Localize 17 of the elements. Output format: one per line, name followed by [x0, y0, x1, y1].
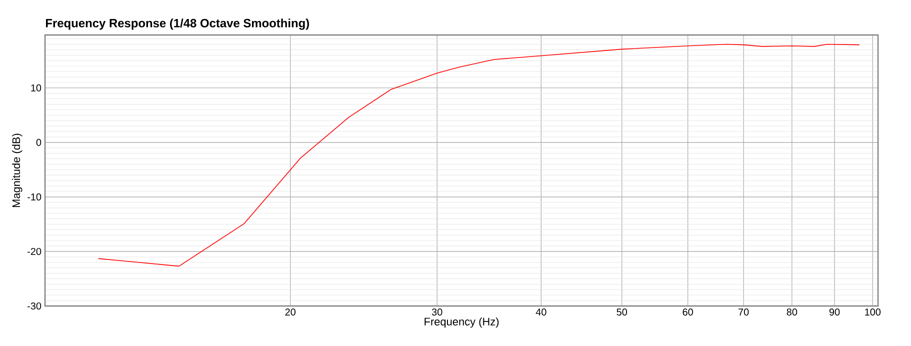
y-axis-title: Magnitude (dB) [12, 134, 22, 208]
y-tick-label: 0 [36, 138, 42, 146]
y-tick-label: -30 [28, 302, 42, 310]
x-tick-label: 40 [536, 308, 546, 316]
x-tick-label: 80 [786, 308, 798, 316]
chart-title: Frequency Response (1/48 Octave Smoothing) [46, 18, 310, 30]
y-tick-label: -20 [28, 248, 42, 255]
y-tick-label: -10 [28, 193, 42, 200]
x-axis-title: Frequency (Hz) [424, 317, 499, 328]
x-tick-label: 100 [865, 308, 881, 316]
x-tick-label: 20 [285, 308, 296, 316]
x-tick-label: 70 [738, 308, 749, 316]
y-tick-label: 10 [31, 84, 42, 92]
x-tick-label: 50 [616, 308, 628, 316]
x-tick-label: 90 [829, 308, 840, 316]
x-tick-label: 60 [682, 308, 693, 316]
x-tick-label: 30 [432, 308, 442, 316]
